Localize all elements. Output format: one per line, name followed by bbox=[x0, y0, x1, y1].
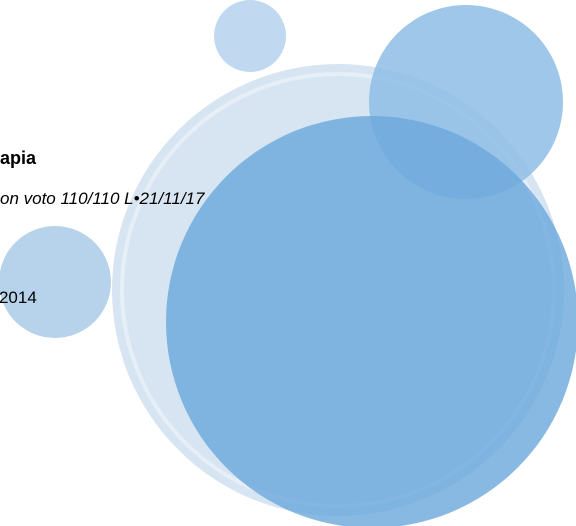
heading: apia bbox=[0, 148, 36, 169]
page: apia on voto 110/110 L•21/11/17 •2014 ((… bbox=[0, 0, 576, 526]
left-circle bbox=[0, 226, 111, 338]
decorative-circles bbox=[0, 0, 576, 526]
top-circle bbox=[214, 0, 286, 72]
subtitle: on voto 110/110 L•21/11/17 bbox=[0, 189, 204, 209]
main-circle bbox=[166, 116, 576, 526]
date: •2014 bbox=[0, 288, 37, 308]
